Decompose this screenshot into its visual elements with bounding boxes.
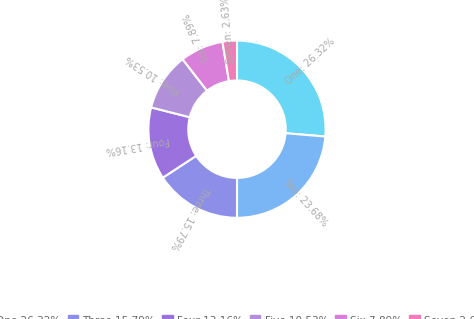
Wedge shape xyxy=(182,42,229,91)
Wedge shape xyxy=(151,59,207,117)
Wedge shape xyxy=(237,133,325,218)
Wedge shape xyxy=(237,41,326,137)
Text: Five: 10.53%: Five: 10.53% xyxy=(124,53,182,96)
Wedge shape xyxy=(222,41,237,81)
Text: Seven: 2.63%: Seven: 2.63% xyxy=(221,0,237,63)
Wedge shape xyxy=(148,108,196,178)
Text: Four: 13.16%: Four: 13.16% xyxy=(106,136,171,156)
Text: Two: 23.68%: Two: 23.68% xyxy=(281,177,329,229)
Text: Six: 7.89%: Six: 7.89% xyxy=(182,12,212,63)
Wedge shape xyxy=(163,156,237,218)
Legend: One 26.32%, Two 23.68%, Three 15.79%, Four 13.16%, Five 10.53%, Six 7.89%, Seven: One 26.32%, Two 23.68%, Three 15.79%, Fo… xyxy=(0,312,474,319)
Text: One: 26.32%: One: 26.32% xyxy=(284,36,337,86)
Text: Three: 15.79%: Three: 15.79% xyxy=(168,184,210,251)
